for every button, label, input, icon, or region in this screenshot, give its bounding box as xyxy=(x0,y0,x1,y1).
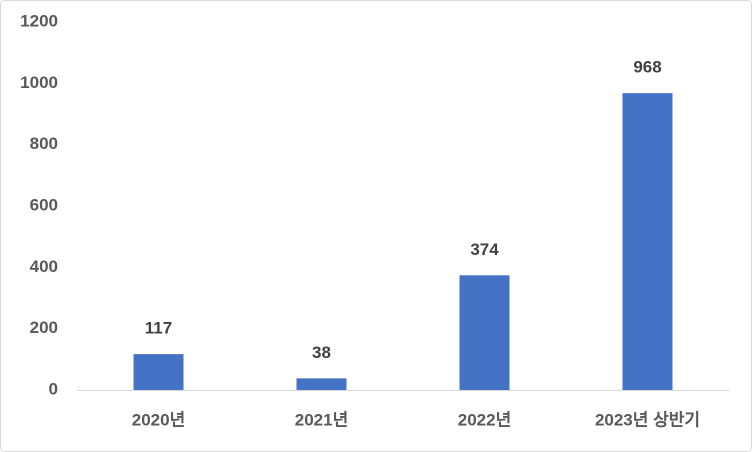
bar xyxy=(459,275,510,390)
x-tick-label: 2020년 xyxy=(132,410,185,429)
y-tick-label: 0 xyxy=(49,379,58,398)
bar xyxy=(296,378,347,390)
y-tick-label: 200 xyxy=(30,318,58,337)
y-tick-label: 600 xyxy=(30,195,58,214)
value-label: 968 xyxy=(633,58,661,77)
y-tick-label: 800 xyxy=(30,134,58,153)
x-tick-label: 2022년 xyxy=(458,410,511,429)
x-tick-label: 2023년 상반기 xyxy=(595,410,700,429)
y-tick-label: 400 xyxy=(30,257,58,276)
bar xyxy=(622,93,673,390)
value-label: 117 xyxy=(145,319,172,338)
value-label: 374 xyxy=(470,240,499,259)
y-tick-label: 1000 xyxy=(20,73,58,92)
y-tick-label: 1200 xyxy=(20,11,58,30)
x-tick-label: 2021년 xyxy=(295,410,348,429)
value-label: 38 xyxy=(312,343,331,362)
bar xyxy=(133,354,184,390)
